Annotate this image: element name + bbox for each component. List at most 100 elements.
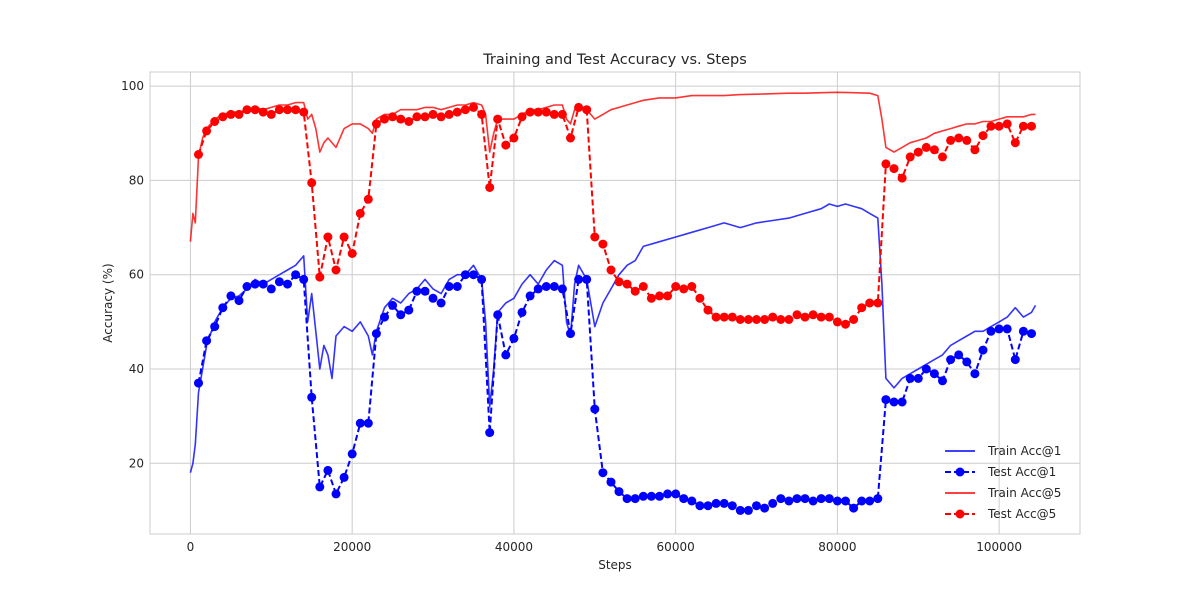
data-point-test-acc-1 bbox=[1002, 324, 1012, 334]
data-point-test-acc-5 bbox=[299, 107, 309, 117]
data-point-test-acc-5 bbox=[897, 173, 907, 183]
data-point-test-acc-1 bbox=[1018, 326, 1028, 336]
data-point-test-acc-5 bbox=[938, 152, 947, 162]
data-point-test-acc-1 bbox=[517, 307, 527, 317]
data-point-test-acc-1 bbox=[501, 350, 511, 360]
data-point-test-acc-5 bbox=[622, 279, 632, 289]
data-point-test-acc-1 bbox=[363, 418, 373, 428]
data-point-test-acc-1 bbox=[388, 300, 398, 310]
data-point-test-acc-1 bbox=[614, 487, 624, 497]
data-point-test-acc-5 bbox=[226, 109, 236, 119]
data-point-test-acc-5 bbox=[420, 112, 430, 122]
data-point-test-acc-1 bbox=[323, 465, 333, 475]
data-point-test-acc-5 bbox=[525, 107, 535, 117]
legend-label: Test Acc@5 bbox=[987, 507, 1056, 521]
data-point-test-acc-1 bbox=[242, 282, 252, 291]
data-point-test-acc-1 bbox=[638, 491, 648, 501]
series-line-train-acc-5 bbox=[189, 91, 1036, 242]
data-point-test-acc-5 bbox=[792, 310, 802, 320]
data-point-test-acc-5 bbox=[743, 315, 753, 324]
data-point-test-acc-5 bbox=[250, 105, 260, 115]
data-point-test-acc-1 bbox=[485, 428, 495, 438]
legend-label: Train Acc@1 bbox=[987, 444, 1061, 458]
legend: Train Acc@1 Test Acc@1 Train Acc@5 Test Acc… bbox=[945, 444, 1061, 521]
data-point-test-acc-1 bbox=[824, 494, 834, 504]
data-point-test-acc-5 bbox=[881, 159, 891, 169]
data-point-test-acc-1 bbox=[541, 282, 551, 291]
data-point-test-acc-1 bbox=[816, 494, 826, 504]
data-point-test-acc-5 bbox=[760, 315, 770, 324]
data-point-test-acc-1 bbox=[525, 291, 535, 301]
data-point-test-acc-1 bbox=[258, 279, 268, 289]
data-point-test-acc-1 bbox=[1027, 329, 1036, 339]
data-point-test-acc-5 bbox=[258, 107, 268, 117]
data-point-test-acc-5 bbox=[339, 232, 349, 242]
data-point-test-acc-5 bbox=[978, 131, 988, 141]
data-point-test-acc-5 bbox=[719, 312, 729, 322]
data-point-test-acc-1 bbox=[727, 501, 737, 511]
data-point-test-acc-1 bbox=[582, 274, 592, 284]
data-point-test-acc-5 bbox=[655, 291, 664, 301]
data-point-test-acc-1 bbox=[994, 324, 1004, 334]
data-point-test-acc-1 bbox=[978, 345, 988, 355]
data-point-test-acc-5 bbox=[266, 109, 276, 119]
data-point-test-acc-5 bbox=[962, 135, 972, 145]
data-point-test-acc-1 bbox=[226, 291, 236, 301]
data-point-test-acc-5 bbox=[768, 312, 778, 322]
data-point-test-acc-1 bbox=[986, 326, 996, 336]
data-point-test-acc-1 bbox=[946, 355, 956, 365]
data-point-test-acc-5 bbox=[986, 121, 996, 131]
data-point-test-acc-1 bbox=[420, 286, 430, 296]
data-point-test-acc-1 bbox=[881, 395, 891, 405]
data-point-test-acc-1 bbox=[735, 505, 745, 515]
data-point-test-acc-5 bbox=[541, 107, 551, 117]
data-point-test-acc-1 bbox=[469, 270, 478, 280]
data-point-test-acc-5 bbox=[873, 298, 883, 308]
data-point-test-acc-5 bbox=[606, 265, 616, 275]
data-point-test-acc-5 bbox=[517, 112, 527, 122]
data-point-test-acc-5 bbox=[1018, 121, 1028, 131]
data-point-test-acc-1 bbox=[929, 369, 939, 379]
data-point-test-acc-1 bbox=[509, 333, 519, 343]
data-point-test-acc-5 bbox=[509, 133, 519, 143]
data-point-test-acc-5 bbox=[913, 147, 923, 157]
y-axis-label: Accuracy (%) bbox=[101, 263, 115, 342]
data-point-test-acc-5 bbox=[460, 105, 470, 115]
data-point-test-acc-5 bbox=[735, 315, 745, 324]
data-point-test-acc-1 bbox=[549, 282, 559, 291]
data-point-test-acc-1 bbox=[857, 496, 867, 506]
data-point-test-acc-5 bbox=[412, 112, 422, 122]
data-point-test-acc-5 bbox=[752, 315, 761, 324]
data-point-test-acc-5 bbox=[363, 194, 373, 204]
x-tick-label: 60000 bbox=[657, 540, 695, 554]
data-point-test-acc-5 bbox=[970, 145, 980, 155]
data-point-test-acc-5 bbox=[711, 312, 721, 322]
data-point-test-acc-5 bbox=[687, 282, 697, 291]
data-point-test-acc-5 bbox=[493, 114, 503, 124]
data-point-test-acc-5 bbox=[566, 133, 575, 143]
data-point-test-acc-5 bbox=[638, 282, 648, 291]
data-point-test-acc-5 bbox=[436, 112, 446, 122]
data-point-test-acc-1 bbox=[897, 397, 907, 407]
data-point-test-acc-5 bbox=[590, 232, 600, 242]
data-point-test-acc-1 bbox=[889, 397, 899, 407]
data-point-test-acc-1 bbox=[606, 477, 616, 487]
data-point-test-acc-1 bbox=[970, 369, 980, 379]
data-point-test-acc-1 bbox=[291, 270, 301, 280]
data-point-test-acc-5 bbox=[574, 102, 584, 112]
data-point-test-acc-1 bbox=[493, 310, 503, 320]
data-point-test-acc-1 bbox=[921, 364, 931, 374]
y-tick-label: 80 bbox=[129, 173, 144, 187]
data-point-test-acc-1 bbox=[865, 496, 875, 506]
data-point-test-acc-1 bbox=[202, 336, 212, 346]
data-point-test-acc-1 bbox=[784, 496, 794, 506]
x-tick-label: 80000 bbox=[818, 540, 856, 554]
data-point-test-acc-5 bbox=[671, 282, 681, 291]
y-axis: 20 40 60 80 100 bbox=[121, 79, 144, 470]
data-point-test-acc-1 bbox=[622, 494, 632, 504]
data-point-test-acc-5 bbox=[331, 265, 341, 275]
data-point-test-acc-5 bbox=[703, 305, 713, 315]
data-point-test-acc-1 bbox=[339, 472, 349, 482]
data-point-test-acc-1 bbox=[396, 310, 406, 320]
